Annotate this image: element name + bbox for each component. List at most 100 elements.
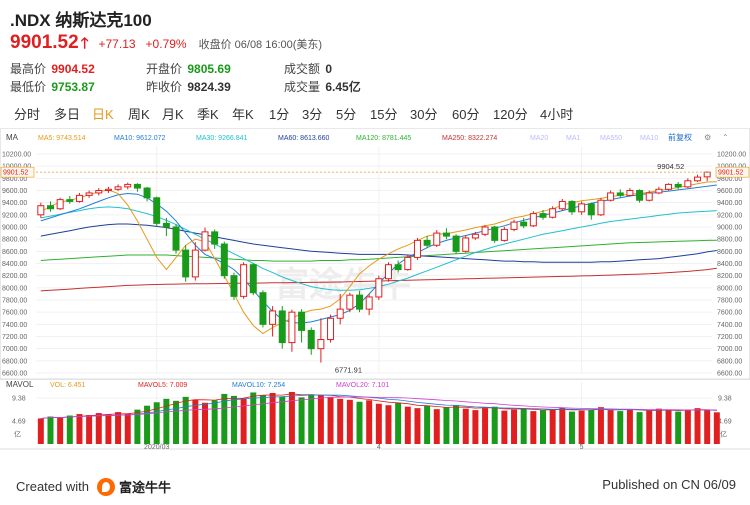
price-tick-left: 8800.00 xyxy=(2,237,27,244)
current-price-tag-right xyxy=(715,166,750,178)
price-tick-right: 6600.00 xyxy=(717,371,742,378)
candle-body xyxy=(462,237,470,252)
price-tick-left: 9200.00 xyxy=(2,212,27,219)
current-price-tag-left xyxy=(0,166,35,178)
close-status: 收盘价 06/08 16:00(美东) xyxy=(198,39,323,51)
collapse-chevron-icon: ⌃ xyxy=(722,133,729,142)
tab-30min[interactable]: 30分 xyxy=(410,107,438,122)
candle-body xyxy=(433,232,441,246)
volume-bar xyxy=(240,398,247,444)
volume-bar xyxy=(57,417,64,444)
candle-body xyxy=(104,188,112,191)
tab-60min[interactable]: 60分 xyxy=(452,107,480,122)
volume-bar xyxy=(47,416,54,444)
volume-bar xyxy=(192,399,199,444)
tab-120min[interactable]: 120分 xyxy=(493,107,528,122)
candle-body xyxy=(114,186,122,190)
candle-body xyxy=(578,203,586,213)
date-label: 5 xyxy=(580,444,584,450)
mavol-legend-item: MAVOL20: 7.101 xyxy=(336,382,389,389)
price-tick-left: 9000.00 xyxy=(2,225,27,232)
tab-year-k[interactable]: 年K xyxy=(232,107,254,122)
tab-15min[interactable]: 15分 xyxy=(370,107,398,122)
price-row: 9901.52 🡑 +77.13 +0.79% 收盘价 06/08 16:00(… xyxy=(10,32,322,54)
candle-body xyxy=(37,205,45,216)
ma-legend-item: MA60: 8613.660 xyxy=(278,135,329,142)
candle-body xyxy=(56,199,64,210)
volume-bar xyxy=(173,400,180,444)
price-change: +77.13 xyxy=(98,37,136,51)
candle-body xyxy=(249,264,257,294)
ma-legend-item: MA30: 9266.841 xyxy=(196,135,247,142)
tab-quarter-k[interactable]: 季K xyxy=(197,107,219,122)
volume-bar xyxy=(511,409,518,444)
volume-bar xyxy=(211,400,218,444)
candle-body xyxy=(201,231,209,251)
candle-body xyxy=(597,199,605,216)
volume-bar xyxy=(578,410,585,444)
price-tick-left: 7400.00 xyxy=(2,322,27,329)
mavol-legend-item: VOL: 6.451 xyxy=(50,382,86,389)
tab-4hour[interactable]: 4小时 xyxy=(540,107,574,122)
price-tick-right: 7800.00 xyxy=(717,298,742,305)
mavol-legend-item: MAVOL10: 7.254 xyxy=(232,382,285,389)
price-tick-left: 9400.00 xyxy=(2,200,27,207)
price-tick-right: 6800.00 xyxy=(717,358,742,365)
candle-body xyxy=(336,308,344,319)
volume-bar xyxy=(66,415,73,444)
volume-bar xyxy=(298,397,305,444)
date-label: 4 xyxy=(377,444,381,450)
volume-bar xyxy=(308,394,315,444)
tab-multi-day[interactable]: 多日 xyxy=(54,107,81,122)
candle-body xyxy=(153,197,161,224)
ma-legend-item: MA20 xyxy=(530,135,548,142)
volume-bar xyxy=(453,405,460,444)
volume-bar xyxy=(279,396,286,444)
tab-1min[interactable]: 1分 xyxy=(269,107,290,122)
volume-bar xyxy=(163,398,170,444)
volume-bar xyxy=(221,393,228,444)
tab-week-k[interactable]: 周K xyxy=(128,107,150,122)
tab-3min[interactable]: 3分 xyxy=(302,107,323,122)
tab-month-k[interactable]: 月K xyxy=(162,107,184,122)
volume-bar xyxy=(482,408,489,444)
high-annotation: 9904.52 xyxy=(657,162,684,171)
volume-bar xyxy=(588,409,595,444)
volume-bar xyxy=(86,415,93,444)
price-tick-right: 7000.00 xyxy=(717,346,742,353)
kline-chart[interactable]: MA MA5: 9743.514 MA10: 9612.072 MA30: 9266.… xyxy=(0,128,750,451)
candle-body xyxy=(607,192,615,201)
published-date: Published on CN 06/09 xyxy=(602,477,736,492)
candle-body xyxy=(529,213,537,227)
candle-body xyxy=(124,183,132,188)
candle-body xyxy=(655,188,663,194)
kline-chart-area[interactable]: MA MA5: 9743.514 MA10: 9612.072 MA30: 9266.… xyxy=(0,128,750,451)
candle-body xyxy=(587,203,595,216)
candle-body xyxy=(375,278,383,298)
price-tick-right: 9200.00 xyxy=(717,212,742,219)
volume-bar xyxy=(76,414,83,444)
volume-bar xyxy=(356,401,363,444)
stat-high-value: 9904.52 xyxy=(51,62,95,76)
volume-tick-left: 4.69 xyxy=(12,418,26,425)
ma-legend-item: MA10: 9612.072 xyxy=(114,135,165,142)
volume-bar xyxy=(549,409,556,444)
candle-body xyxy=(510,221,518,230)
ma-legend-item: MA550 xyxy=(600,135,622,142)
candle-body xyxy=(520,221,528,227)
tab-5min[interactable]: 5分 xyxy=(336,107,357,122)
volume-bar xyxy=(346,399,353,444)
mavol-indicator-label: MAVOL xyxy=(6,380,34,389)
futu-logo-icon xyxy=(96,477,115,496)
last-price: 9901.52 xyxy=(10,32,79,53)
price-tick-right: 7200.00 xyxy=(717,334,742,341)
tab-intraday[interactable]: 分时 xyxy=(14,107,41,122)
candle-body xyxy=(684,180,692,188)
volume-bar xyxy=(144,405,151,444)
volume-unit-right: 亿 xyxy=(720,430,727,439)
price-tick-right: 8600.00 xyxy=(717,249,742,256)
tab-day-k[interactable]: 日K xyxy=(92,107,114,122)
candle-body xyxy=(568,200,576,213)
candle-body xyxy=(645,192,653,201)
candle-body xyxy=(346,294,354,310)
